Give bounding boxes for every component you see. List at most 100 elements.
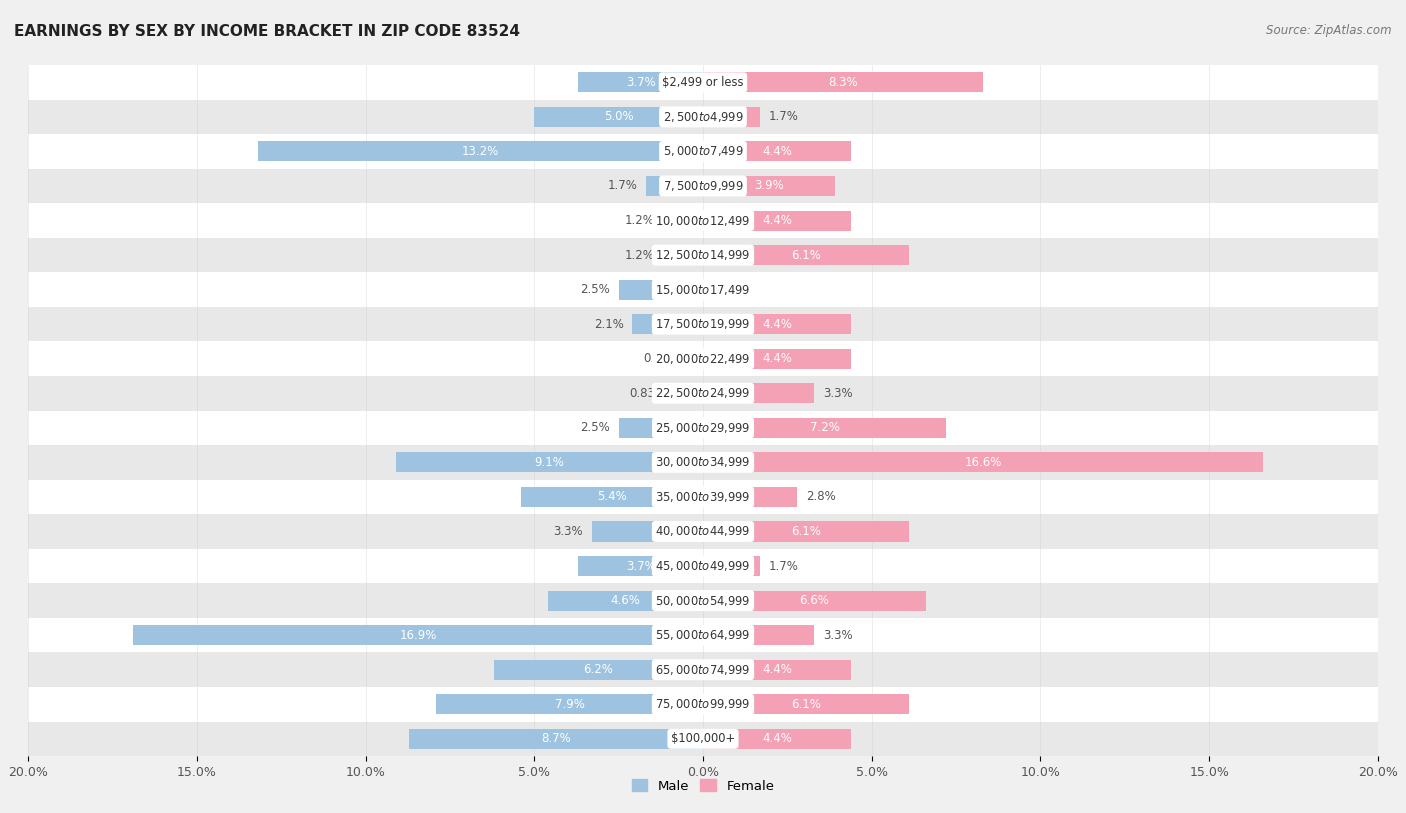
Text: $15,000 to $17,499: $15,000 to $17,499 xyxy=(655,283,751,297)
Bar xyxy=(703,349,852,369)
Text: $17,500 to $19,999: $17,500 to $19,999 xyxy=(655,317,751,331)
Text: 0.41%: 0.41% xyxy=(644,352,681,365)
Text: 8.7%: 8.7% xyxy=(541,733,571,746)
Bar xyxy=(633,314,703,334)
Bar xyxy=(257,141,703,162)
Bar xyxy=(28,722,1378,756)
Bar xyxy=(703,245,908,265)
Text: $10,000 to $12,499: $10,000 to $12,499 xyxy=(655,214,751,228)
Bar xyxy=(662,245,703,265)
Bar xyxy=(436,694,703,715)
Bar xyxy=(520,487,703,507)
Bar xyxy=(28,480,1378,515)
Text: 1.2%: 1.2% xyxy=(624,249,654,262)
Text: 0.83%: 0.83% xyxy=(630,387,666,400)
Text: 7.9%: 7.9% xyxy=(555,698,585,711)
Bar xyxy=(703,659,852,680)
Bar xyxy=(28,169,1378,203)
Bar xyxy=(28,549,1378,584)
Bar xyxy=(28,237,1378,272)
Bar xyxy=(703,590,925,611)
Text: Source: ZipAtlas.com: Source: ZipAtlas.com xyxy=(1267,24,1392,37)
Legend: Male, Female: Male, Female xyxy=(626,774,780,798)
Text: $75,000 to $99,999: $75,000 to $99,999 xyxy=(655,698,751,711)
Text: $65,000 to $74,999: $65,000 to $74,999 xyxy=(655,663,751,676)
Text: $12,500 to $14,999: $12,500 to $14,999 xyxy=(655,248,751,262)
Bar xyxy=(28,99,1378,134)
Text: $5,000 to $7,499: $5,000 to $7,499 xyxy=(662,145,744,159)
Bar xyxy=(703,728,852,749)
Text: 3.3%: 3.3% xyxy=(554,525,583,538)
Bar xyxy=(28,203,1378,237)
Text: 3.7%: 3.7% xyxy=(626,559,655,572)
Text: 6.6%: 6.6% xyxy=(800,594,830,607)
Text: 9.1%: 9.1% xyxy=(534,456,564,469)
Bar xyxy=(703,521,908,541)
Bar xyxy=(28,411,1378,446)
Text: 4.4%: 4.4% xyxy=(762,318,792,331)
Text: 2.1%: 2.1% xyxy=(593,318,624,331)
Bar xyxy=(28,515,1378,549)
Text: 13.2%: 13.2% xyxy=(461,145,499,158)
Text: 5.0%: 5.0% xyxy=(603,111,634,124)
Bar xyxy=(592,521,703,541)
Text: 4.6%: 4.6% xyxy=(610,594,640,607)
Text: 2.5%: 2.5% xyxy=(581,283,610,296)
Bar xyxy=(662,211,703,231)
Bar xyxy=(28,272,1378,307)
Text: 1.7%: 1.7% xyxy=(769,111,799,124)
Text: $25,000 to $29,999: $25,000 to $29,999 xyxy=(655,421,751,435)
Bar xyxy=(409,728,703,749)
Text: $50,000 to $54,999: $50,000 to $54,999 xyxy=(655,593,751,607)
Bar xyxy=(548,590,703,611)
Text: 0.0%: 0.0% xyxy=(711,283,741,296)
Text: 16.6%: 16.6% xyxy=(965,456,1001,469)
Bar xyxy=(703,176,835,196)
Bar xyxy=(703,625,814,646)
Text: $7,500 to $9,999: $7,500 to $9,999 xyxy=(662,179,744,193)
Text: 2.8%: 2.8% xyxy=(806,490,835,503)
Bar xyxy=(703,383,814,403)
Bar xyxy=(28,687,1378,722)
Bar xyxy=(28,652,1378,687)
Bar xyxy=(28,584,1378,618)
Bar xyxy=(703,107,761,127)
Bar xyxy=(703,72,983,93)
Text: 3.9%: 3.9% xyxy=(754,180,783,193)
Bar xyxy=(578,72,703,93)
Bar xyxy=(619,280,703,300)
Text: 1.2%: 1.2% xyxy=(624,214,654,227)
Bar xyxy=(578,556,703,576)
Text: 2.5%: 2.5% xyxy=(581,421,610,434)
Text: $40,000 to $44,999: $40,000 to $44,999 xyxy=(655,524,751,538)
Bar xyxy=(28,307,1378,341)
Bar xyxy=(396,452,703,472)
Bar xyxy=(619,418,703,438)
Bar xyxy=(703,211,852,231)
Bar xyxy=(703,314,852,334)
Text: $100,000+: $100,000+ xyxy=(671,733,735,746)
Bar xyxy=(703,556,761,576)
Text: $35,000 to $39,999: $35,000 to $39,999 xyxy=(655,490,751,504)
Text: 16.9%: 16.9% xyxy=(399,628,436,641)
Bar xyxy=(675,383,703,403)
Bar xyxy=(645,176,703,196)
Text: 3.3%: 3.3% xyxy=(823,628,852,641)
Text: 4.4%: 4.4% xyxy=(762,352,792,365)
Bar xyxy=(28,134,1378,169)
Text: 5.4%: 5.4% xyxy=(598,490,627,503)
Bar xyxy=(534,107,703,127)
Text: 6.2%: 6.2% xyxy=(583,663,613,676)
Bar xyxy=(703,452,1263,472)
Text: 1.7%: 1.7% xyxy=(769,559,799,572)
Bar xyxy=(28,618,1378,652)
Bar xyxy=(28,65,1378,99)
Text: 4.4%: 4.4% xyxy=(762,214,792,227)
Text: $30,000 to $34,999: $30,000 to $34,999 xyxy=(655,455,751,469)
Text: EARNINGS BY SEX BY INCOME BRACKET IN ZIP CODE 83524: EARNINGS BY SEX BY INCOME BRACKET IN ZIP… xyxy=(14,24,520,39)
Bar xyxy=(494,659,703,680)
Text: 3.7%: 3.7% xyxy=(626,76,655,89)
Bar xyxy=(28,376,1378,411)
Bar xyxy=(28,446,1378,480)
Bar xyxy=(703,141,852,162)
